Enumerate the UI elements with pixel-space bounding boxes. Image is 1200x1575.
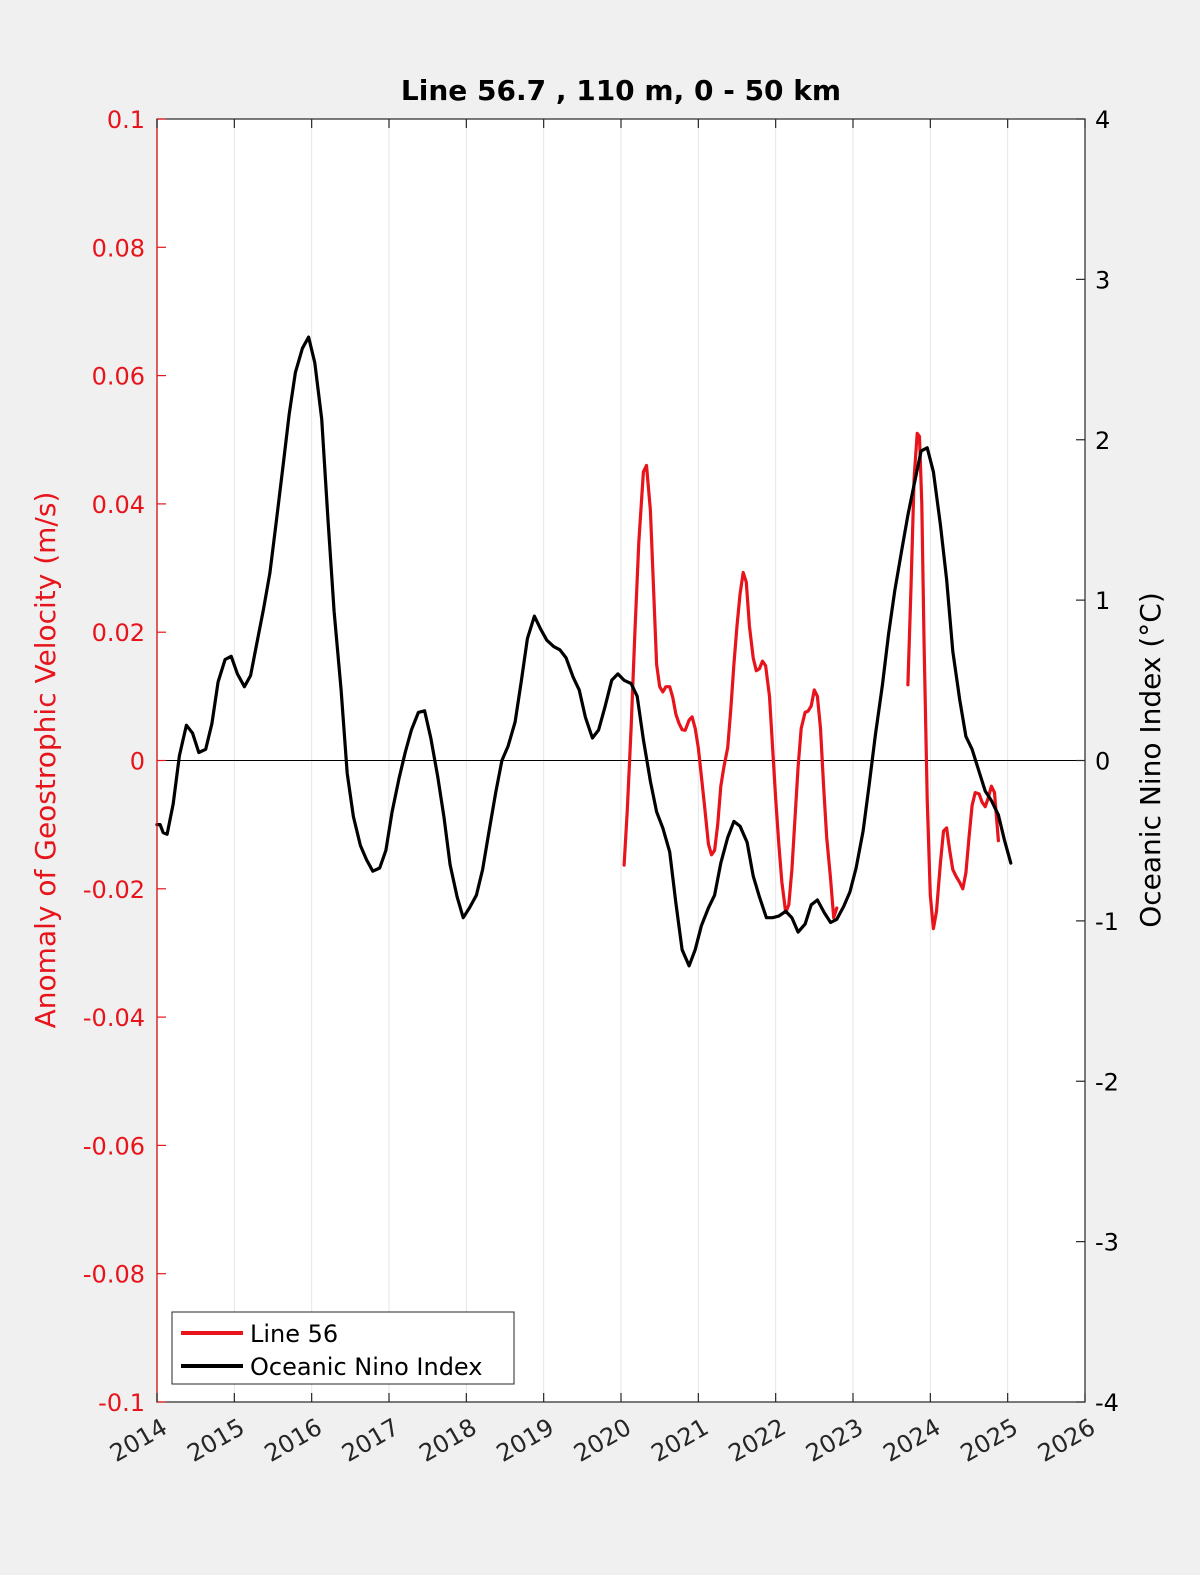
legend-box — [171, 1311, 515, 1385]
right-axis: -4 -3 -2 -1 0 1 2 3 4 — [1076, 106, 1119, 1417]
left-tick-label: 0 — [130, 748, 145, 776]
series-line-line-56-segment-1 — [622, 463, 839, 920]
right-tick-label: 4 — [1095, 106, 1110, 134]
left-axis-label: Anomaly of Geostrophic Velocity (m/s) — [29, 492, 62, 1029]
left-tick-label: 0.08 — [92, 234, 145, 262]
left-tick-label: -0.02 — [83, 876, 145, 904]
left-tick-label: -0.06 — [83, 1132, 145, 1160]
right-tick-label: -1 — [1095, 908, 1119, 936]
left-tick-label: -0.04 — [83, 1004, 145, 1032]
left-tick-label: -0.08 — [83, 1261, 145, 1289]
right-tick-label: -4 — [1095, 1389, 1119, 1417]
series-line-oceanic-nino-index — [155, 335, 1013, 968]
left-tick-label: 0.04 — [92, 491, 145, 519]
legend: Line 56 Oceanic Nino Index — [171, 1311, 515, 1385]
right-tick-label: -3 — [1095, 1229, 1119, 1257]
legend-label-line-56: Line 56 — [250, 1320, 338, 1348]
right-tick-label: 0 — [1095, 748, 1110, 776]
left-tick-label: 0.02 — [92, 619, 145, 647]
series-line-line-56-segment-2 — [906, 431, 1000, 931]
left-tick-label: 0.06 — [92, 363, 145, 391]
left-axis: -0.1 -0.08 -0.06 -0.04 -0.02 0 0.02 0.04 0.06 0.0… — [83, 106, 166, 1417]
right-tick-label: 3 — [1095, 266, 1110, 294]
chart-title: Line 56.7 , 110 m, 0 - 50 km — [401, 74, 841, 107]
right-tick-label: -2 — [1095, 1068, 1119, 1096]
right-tick-label: 2 — [1095, 427, 1110, 455]
left-tick-label: 0.1 — [107, 106, 145, 134]
series-layer — [155, 335, 1013, 968]
legend-label-oceanic-nino-index: Oceanic Nino Index — [250, 1353, 482, 1381]
right-axis-label: Oceanic Nino Index (°C) — [1134, 592, 1167, 928]
left-tick-label: -0.1 — [98, 1389, 145, 1417]
right-tick-label: 1 — [1095, 587, 1110, 615]
